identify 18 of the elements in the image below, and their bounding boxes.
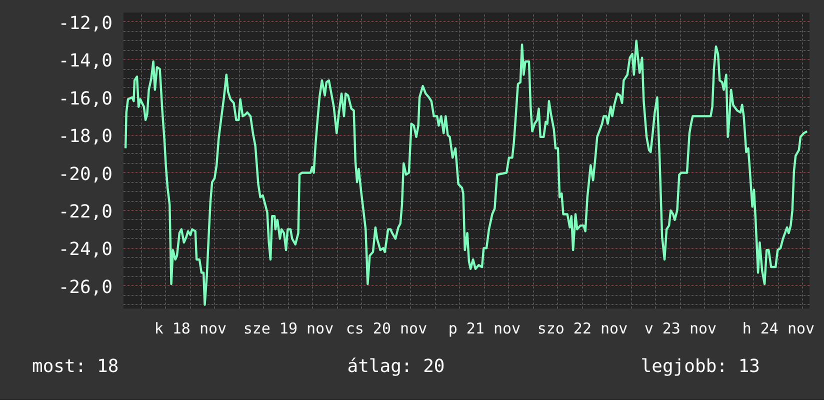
x-tick-label: v 23 nov: [644, 320, 717, 338]
y-tick-label: -12,0: [58, 12, 113, 34]
x-tick-label: p 21 nov: [448, 320, 521, 338]
x-tick-label: h 24 nov: [742, 320, 815, 338]
y-tick-label: -20,0: [58, 164, 113, 185]
y-tick-label: -26,0: [58, 276, 113, 298]
y-tick-label: -24,0: [58, 239, 113, 260]
y-tick-label: -14,0: [58, 50, 113, 72]
x-tick-label: sze 19 nov: [243, 320, 334, 338]
y-tick-label: -22,0: [58, 201, 113, 222]
text: átlag: 20: [346, 355, 446, 379]
x-tick-label: szo 22 nov: [537, 320, 628, 338]
x-tick-label: k 18 nov: [154, 320, 227, 338]
x-tick-label: cs 20 nov: [346, 320, 428, 338]
y-tick-label: -16,0: [58, 88, 113, 110]
text: most: 18: [32, 355, 120, 379]
text: legjobb: 13: [640, 355, 760, 379]
y-tick-label: -18,0: [58, 126, 113, 148]
